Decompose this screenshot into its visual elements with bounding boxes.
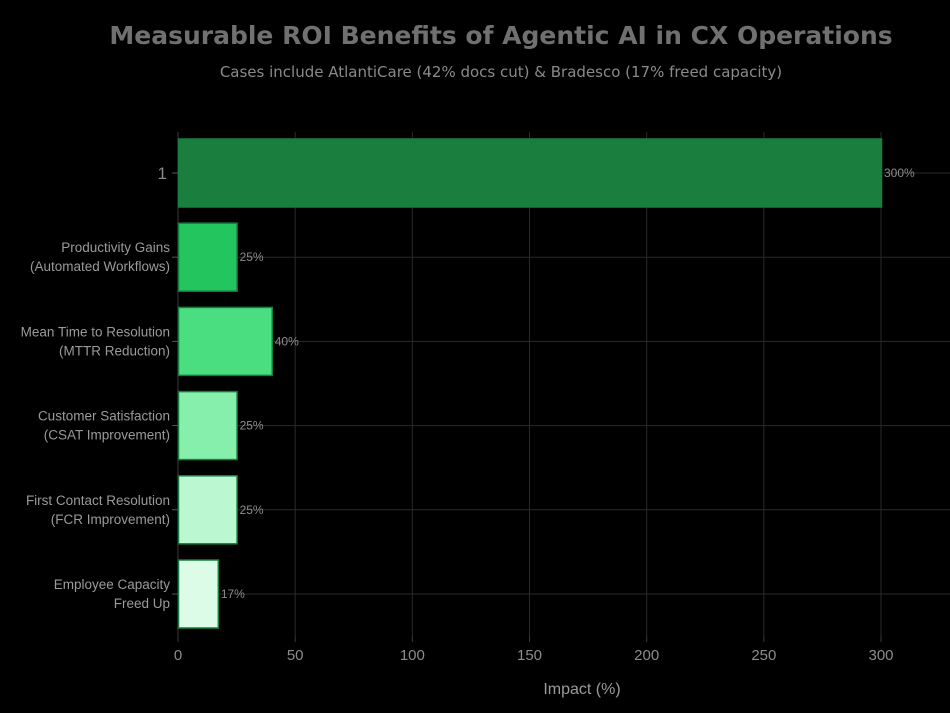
labels: 0 50 100 150 200 250 300 300% 1 25% Productivity G… bbox=[21, 164, 915, 664]
x-tick-label: 300 bbox=[868, 647, 893, 664]
bar bbox=[177, 559, 220, 629]
data-label: 25% bbox=[240, 419, 264, 433]
y-category-label: (FCR Improvement) bbox=[51, 512, 170, 527]
y-category-label: Productivity Gains bbox=[61, 240, 170, 255]
x-tick-label: 200 bbox=[634, 647, 659, 664]
y-category-label: (Automated Workflows) bbox=[30, 259, 170, 274]
gridlines bbox=[172, 132, 950, 642]
x-axis-label: Impact (%) bbox=[543, 681, 620, 698]
bar bbox=[177, 222, 238, 292]
y-category-label: Mean Time to Resolution bbox=[21, 324, 170, 339]
y-tick-label: 1 bbox=[158, 164, 167, 183]
data-label: 300% bbox=[884, 166, 915, 180]
x-tick-label: 100 bbox=[400, 647, 425, 664]
x-tick-label: 250 bbox=[751, 647, 776, 664]
y-category-label: (MTTR Reduction) bbox=[59, 343, 170, 358]
x-tick-label: 0 bbox=[174, 647, 182, 664]
y-category-label: Customer Satisfaction bbox=[38, 409, 170, 424]
bars bbox=[177, 138, 883, 629]
y-category-label: Freed Up bbox=[114, 596, 170, 611]
data-label: 40% bbox=[275, 334, 299, 348]
bar bbox=[177, 475, 238, 545]
data-label: 25% bbox=[240, 250, 264, 264]
chart-subtitle: Cases include AtlantiCare (42% docs cut)… bbox=[220, 63, 782, 81]
chart-title: Measurable ROI Benefits of Agentic AI in… bbox=[109, 21, 892, 50]
y-category-label: (CSAT Improvement) bbox=[44, 428, 170, 443]
data-label: 17% bbox=[221, 587, 245, 601]
bar bbox=[177, 138, 883, 208]
x-tick-label: 150 bbox=[517, 647, 542, 664]
data-label: 25% bbox=[240, 503, 264, 517]
y-category-label: Employee Capacity bbox=[54, 577, 171, 592]
y-category-label: First Contact Resolution bbox=[26, 493, 170, 508]
bar bbox=[177, 390, 238, 461]
x-tick-label: 50 bbox=[287, 647, 304, 664]
bar bbox=[177, 306, 273, 377]
